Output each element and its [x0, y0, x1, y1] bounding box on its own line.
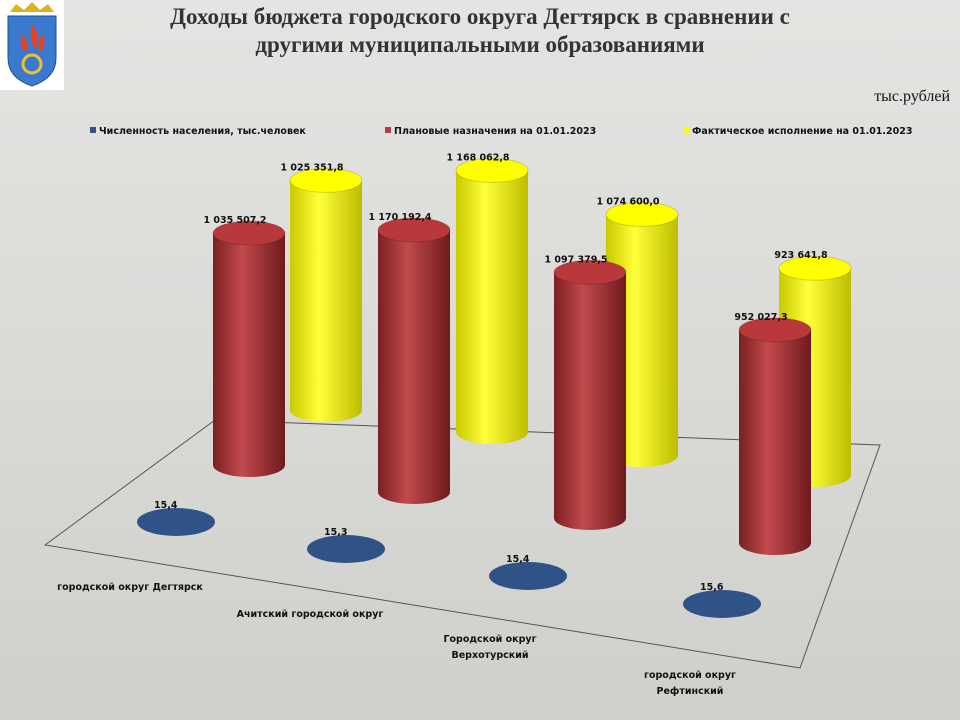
- category-label: городской округ Дегтярск: [57, 582, 203, 593]
- value-label: 923 641,8: [774, 250, 828, 261]
- floor: [43, 419, 881, 669]
- population-disc: [489, 562, 567, 590]
- cylinder-top: [553, 259, 627, 285]
- value-label: 1 097 379,5: [544, 254, 607, 265]
- value-label: 15,4: [506, 554, 530, 565]
- chart-title: Доходы бюджета городского округа Дегтярс…: [170, 4, 790, 57]
- value-label: 1 035 507,2: [203, 215, 266, 226]
- legend-swatch: [683, 127, 689, 133]
- population-disc: [683, 590, 761, 618]
- value-label: 952 027,3: [734, 312, 787, 323]
- logo: [0, 0, 64, 90]
- value-label: 15,4: [154, 500, 178, 511]
- value-label: 1 170 192,4: [368, 212, 431, 223]
- cylinder: [456, 170, 528, 444]
- legend-label: Плановые назначения на 01.01.2023: [394, 126, 596, 137]
- cylinder: [378, 230, 450, 504]
- cylinder-top: [778, 255, 852, 281]
- unit: тыс.рублей: [874, 88, 950, 105]
- population-disc: [307, 535, 385, 563]
- value-label: 1 074 600,0: [596, 196, 659, 207]
- legend-label: Численность населения, тыс.человек: [99, 126, 306, 137]
- category-label: городской округ Рефтинский: [644, 670, 736, 697]
- legend-swatch: [385, 127, 391, 133]
- cylinder-top: [605, 201, 679, 227]
- category-label: Городской округ Верхотурский: [443, 634, 537, 661]
- cylinder-top: [738, 317, 812, 343]
- legend-label: Фактическое исполнение на 01.01.2023: [692, 126, 912, 137]
- legend-swatch: [90, 127, 96, 133]
- population-disc: [137, 508, 215, 536]
- cylinder: [739, 329, 811, 555]
- value-label: 1 168 062,8: [446, 152, 509, 163]
- value-label: 1 025 351,8: [280, 162, 343, 173]
- cylinder: [554, 272, 626, 530]
- cylinder-top: [212, 220, 286, 246]
- cylinder-top: [377, 217, 451, 243]
- category-label: Ачитский городской округ: [236, 609, 384, 620]
- cylinder-top: [455, 157, 529, 183]
- cylinder: [290, 180, 362, 422]
- value-label: 15,3: [324, 527, 347, 538]
- cylinder-top: [289, 167, 363, 193]
- cylinder: [213, 233, 285, 477]
- value-label: 15,6: [700, 582, 724, 593]
